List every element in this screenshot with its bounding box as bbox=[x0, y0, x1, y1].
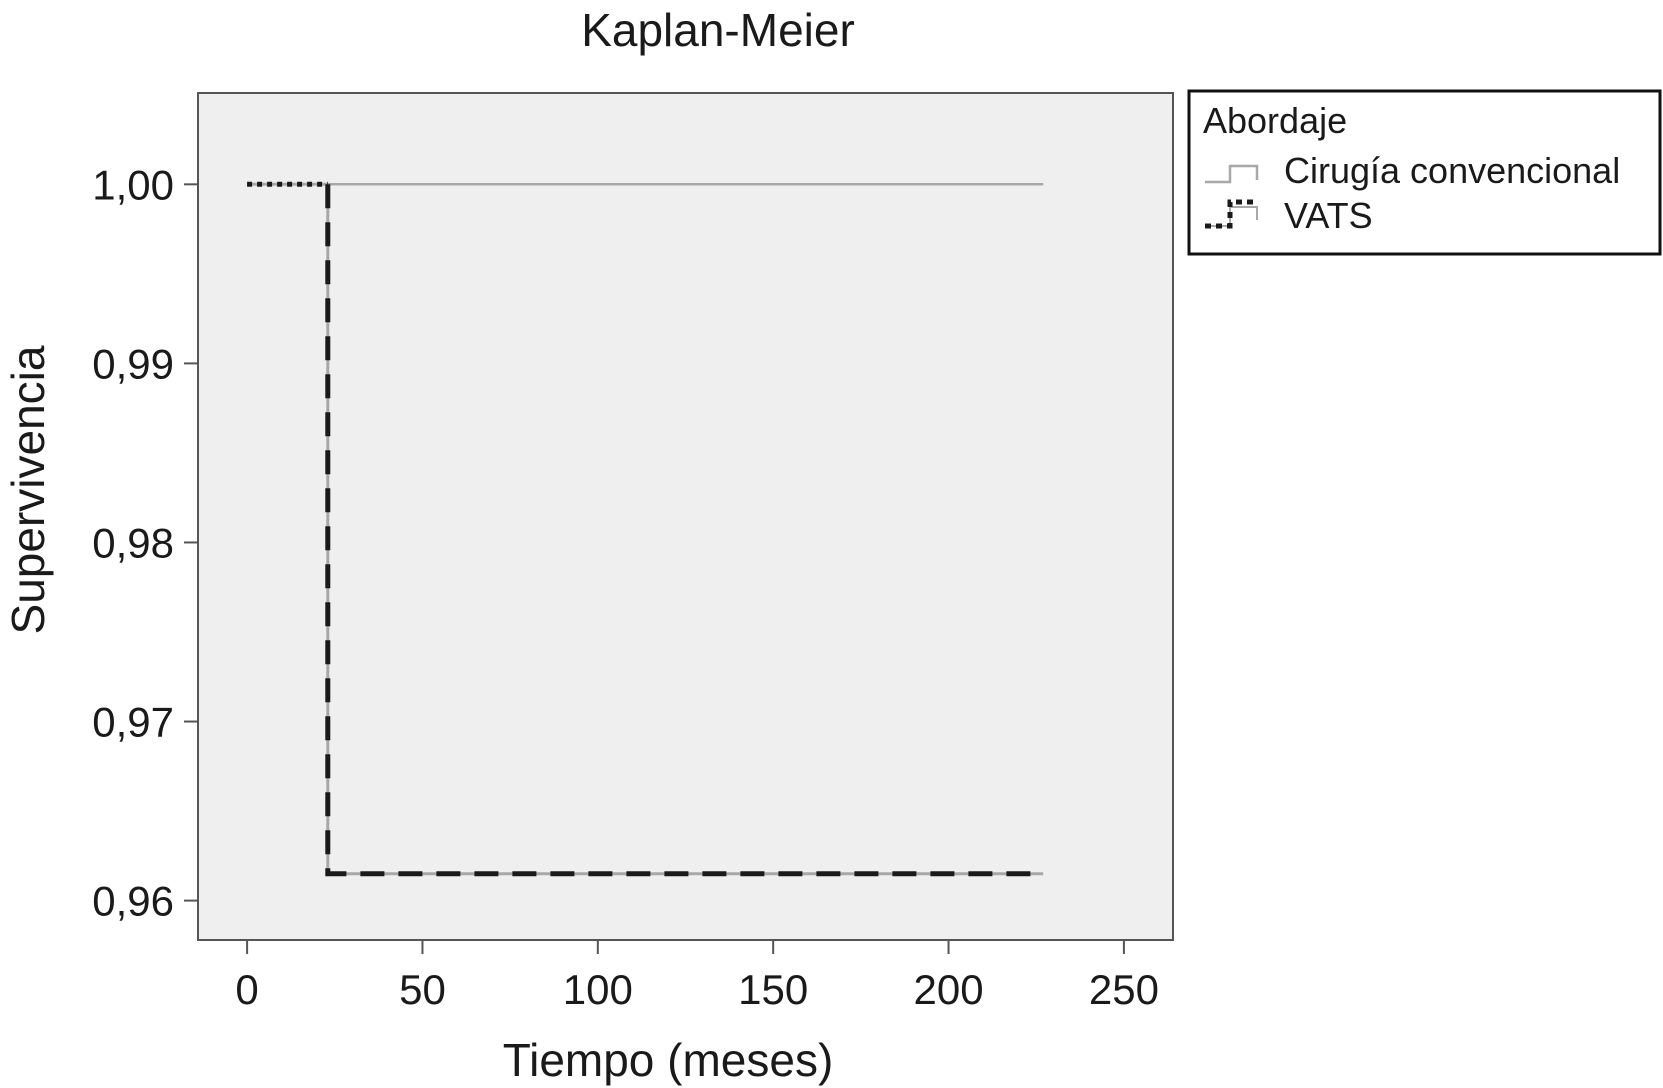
y-axis-label: Supervivencia bbox=[2, 345, 54, 634]
legend-box bbox=[1187, 89, 1662, 256]
series-layer bbox=[247, 181, 1044, 877]
plot-area bbox=[197, 92, 1174, 941]
y-tick-label: 1,00 bbox=[92, 161, 174, 208]
y-tick-label: 0,98 bbox=[92, 519, 174, 566]
legend-swatch-cirugia-convencional bbox=[1205, 164, 1259, 184]
series-line-vats bbox=[325, 184, 1044, 877]
x-tick-label: 150 bbox=[738, 966, 808, 1013]
y-tick-label: 0,97 bbox=[92, 699, 174, 746]
x-tick-label: 50 bbox=[399, 966, 446, 1013]
legend-swatch-vats-dash bbox=[1205, 199, 1257, 229]
y-tick-label: 0,99 bbox=[92, 340, 174, 387]
x-tick-label: 100 bbox=[563, 966, 633, 1013]
y-tick-label: 0,96 bbox=[92, 878, 174, 925]
x-axis: 0 50 100 150 200 250 bbox=[235, 940, 1159, 1013]
legend-label-vats: VATS bbox=[1284, 195, 1373, 236]
x-tick-label: 250 bbox=[1089, 966, 1159, 1013]
x-tick-label: 0 bbox=[235, 966, 258, 1013]
legend: Abordaje Cirugía convencional VATS bbox=[1187, 89, 1662, 256]
legend-label-cirugia-convencional: Cirugía convencional bbox=[1284, 150, 1620, 191]
chart-title: Kaplan-Meier bbox=[581, 4, 855, 56]
x-axis-label: Tiempo (meses) bbox=[503, 1034, 834, 1086]
y-axis: 1,00 0,99 0,98 0,97 0,96 bbox=[92, 161, 198, 925]
legend-title: Abordaje bbox=[1203, 100, 1347, 141]
x-tick-label: 200 bbox=[914, 966, 984, 1013]
